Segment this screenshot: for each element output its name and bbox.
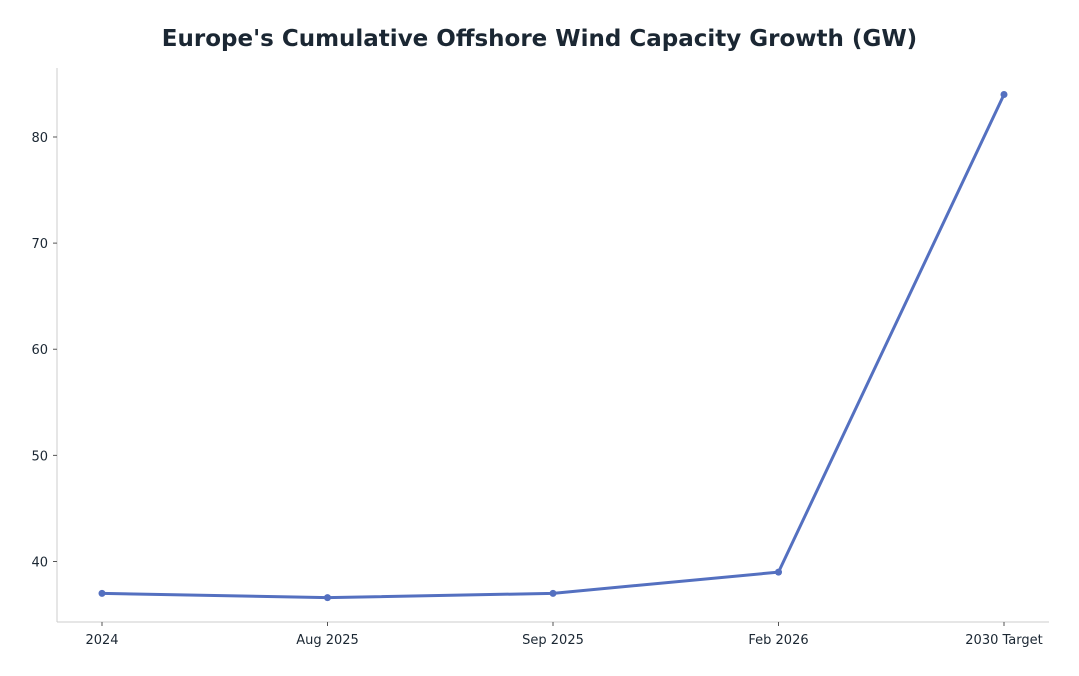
y-ticks: 40 50 60 70 80 — [31, 131, 57, 571]
series-line — [100, 93, 1006, 600]
x-ticks: 2024 Aug 2025 Sep 2025 Feb 2026 2030 Target — [85, 622, 1043, 648]
data-point — [775, 568, 782, 576]
y-tick-label: 60 — [31, 343, 48, 358]
axes — [56, 68, 1049, 623]
series-group — [98, 91, 1008, 602]
x-tick-label: Sep 2025 — [522, 633, 584, 648]
y-tick-label: 70 — [31, 237, 48, 252]
y-tick-label: 40 — [31, 556, 48, 571]
data-point — [1000, 91, 1008, 99]
x-tick-label: 2024 — [85, 633, 118, 648]
chart-title: Europe's Cumulative Offshore Wind Capaci… — [161, 26, 918, 52]
x-tick-label: Aug 2025 — [296, 633, 359, 648]
y-tick-label: 80 — [31, 131, 48, 146]
data-point — [324, 594, 331, 602]
y-tick-label: 50 — [31, 449, 48, 464]
data-point — [549, 589, 557, 597]
data-point — [98, 589, 106, 597]
x-tick-label: 2030 Target — [965, 633, 1042, 648]
x-tick-label: Feb 2026 — [748, 633, 808, 648]
